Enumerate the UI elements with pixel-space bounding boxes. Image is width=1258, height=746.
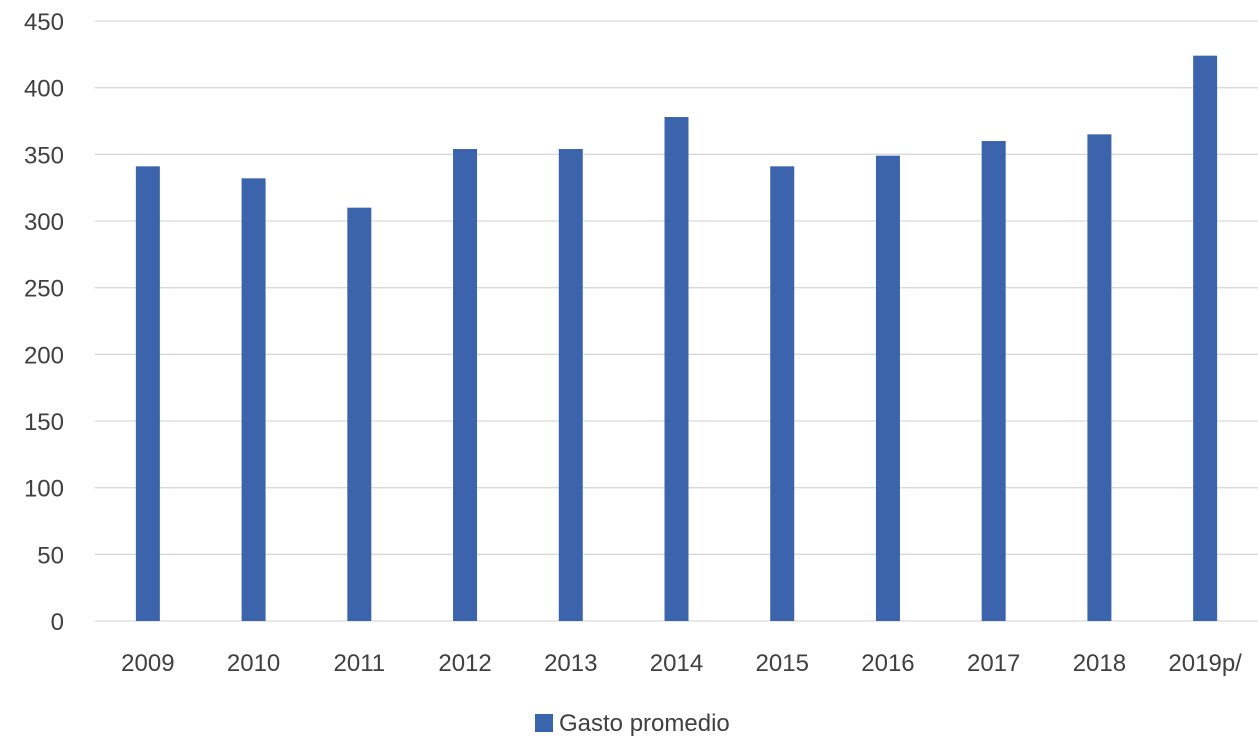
y-tick-label: 50 bbox=[37, 542, 64, 569]
bar-2013 bbox=[558, 149, 583, 621]
y-tick-label: 300 bbox=[24, 209, 64, 236]
x-tick-label: 2010 bbox=[227, 650, 280, 677]
bar-2017 bbox=[981, 141, 1006, 621]
x-axis-tick-labels: 2009 2010 2011 2012 2013 2014 2015 2016 2017 2018… bbox=[121, 650, 1242, 677]
bar-2012 bbox=[453, 149, 478, 621]
y-tick-label: 0 bbox=[51, 609, 64, 636]
bar-2019p bbox=[1193, 55, 1218, 621]
legend-swatch-gasto-promedio bbox=[535, 714, 553, 732]
x-tick-label: 2012 bbox=[438, 650, 491, 677]
y-axis-tick-labels: 0 50 100 150 200 250 300 350 400 450 bbox=[24, 9, 64, 636]
y-tick-label: 150 bbox=[24, 409, 64, 436]
x-tick-label: 2019p/ bbox=[1168, 650, 1242, 677]
legend: Gasto promedio bbox=[535, 710, 730, 737]
legend-label-gasto-promedio: Gasto promedio bbox=[559, 710, 730, 737]
x-tick-label: 2017 bbox=[967, 650, 1020, 677]
x-tick-label: 2018 bbox=[1073, 650, 1126, 677]
x-tick-label: 2009 bbox=[121, 650, 174, 677]
x-tick-label: 2013 bbox=[544, 650, 597, 677]
bar-2010 bbox=[241, 178, 266, 622]
x-tick-label: 2014 bbox=[650, 650, 703, 677]
bar-2011 bbox=[347, 207, 372, 621]
bar-2009 bbox=[135, 166, 160, 622]
y-tick-label: 100 bbox=[24, 476, 64, 503]
bar-2014 bbox=[664, 117, 689, 621]
x-tick-label: 2011 bbox=[334, 650, 386, 677]
bars bbox=[135, 55, 1218, 622]
x-tick-label: 2016 bbox=[861, 650, 914, 677]
x-tick-label: 2015 bbox=[756, 650, 809, 677]
y-tick-label: 350 bbox=[24, 142, 64, 169]
bar-2018 bbox=[1087, 134, 1112, 622]
y-tick-label: 400 bbox=[24, 76, 64, 103]
bar-2015 bbox=[770, 166, 795, 622]
y-tick-label: 200 bbox=[24, 342, 64, 369]
y-tick-label: 450 bbox=[24, 9, 64, 36]
bar-2016 bbox=[875, 155, 900, 621]
y-tick-label: 250 bbox=[24, 276, 64, 303]
